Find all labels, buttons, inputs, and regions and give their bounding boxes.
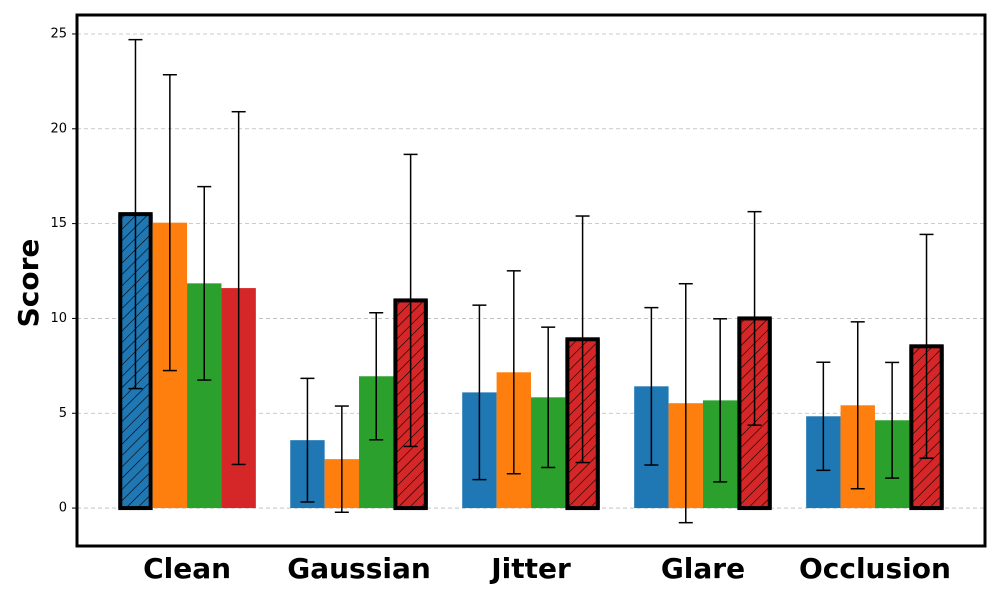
y-axis-label: Score (12, 239, 45, 328)
y-tick-label: 25 (50, 26, 67, 41)
y-tick-label: 20 (50, 121, 67, 136)
y-tick-label: 5 (59, 406, 67, 421)
plot-frame (75, 13, 987, 548)
labels: 0 5 10 15 20 25 Clean Gaussian Jitter Glare Occlus… (50, 26, 950, 585)
x-tick-label: Jitter (489, 552, 571, 585)
x-tick-label: Glare (661, 552, 745, 585)
x-tick-label: Gaussian (287, 552, 431, 585)
grid (77, 33, 985, 509)
x-tick-label: Clean (143, 552, 231, 585)
x-tick-label: Occlusion (799, 552, 951, 585)
y-tick-label: 0 (59, 501, 67, 516)
y-tick-label: 15 (50, 216, 67, 231)
error-bars (128, 38, 934, 524)
y-tick-label: 10 (50, 311, 67, 326)
